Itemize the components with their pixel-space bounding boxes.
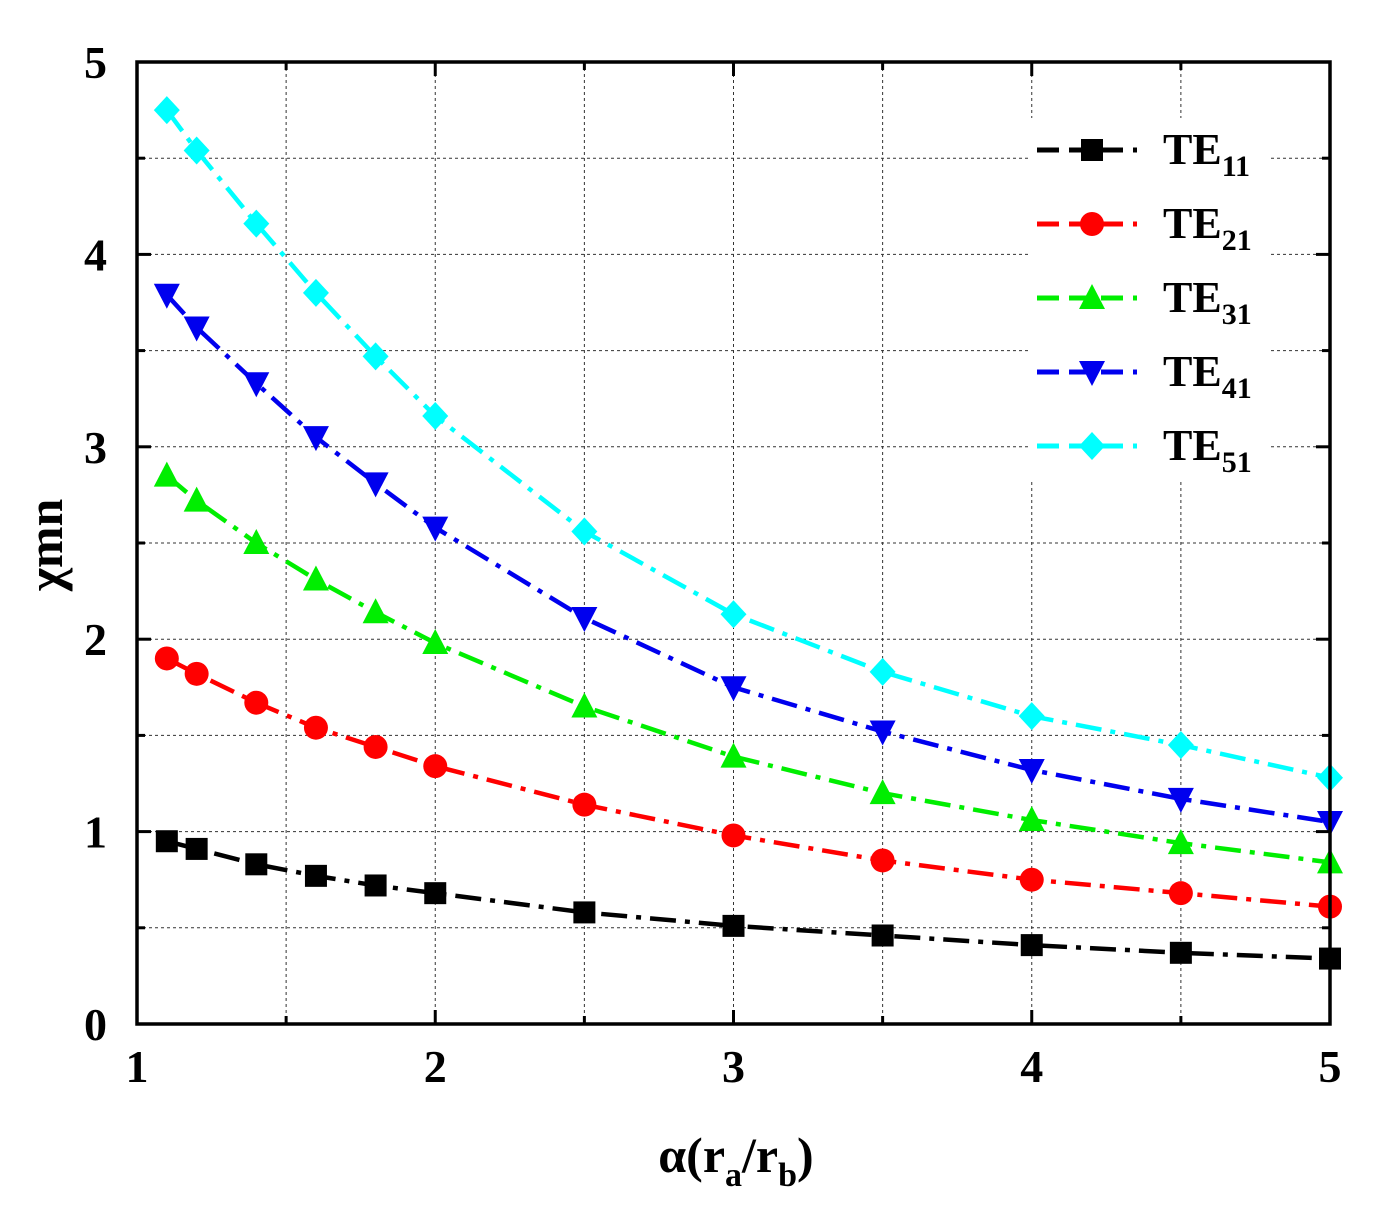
data-point-te31 <box>362 598 389 624</box>
data-point-te41 <box>571 607 598 633</box>
data-point-te31 <box>720 742 747 768</box>
data-point-te31 <box>571 692 598 718</box>
data-point-te11 <box>185 837 208 860</box>
data-point-te51 <box>1018 702 1045 731</box>
series-layer <box>153 96 1343 970</box>
x-axis-label: α(ra/rb) <box>658 1127 813 1194</box>
data-point-te31 <box>1167 829 1194 855</box>
data-point-te21 <box>870 848 895 873</box>
x-tick-label: 1 <box>126 1041 149 1092</box>
y-axis-label: χmn <box>17 499 73 593</box>
data-point-te31 <box>243 529 270 554</box>
data-point-te41 <box>1018 759 1045 785</box>
legend-marker <box>1081 139 1103 161</box>
y-tick-label: 1 <box>84 807 107 858</box>
legend-marker <box>1079 284 1105 309</box>
data-point-te51 <box>869 657 896 686</box>
data-point-te31 <box>869 779 896 805</box>
data-point-te11 <box>245 853 268 876</box>
x-tick-label: 4 <box>1020 1041 1043 1092</box>
data-point-te51 <box>183 136 210 165</box>
y-tick-label: 3 <box>84 422 107 473</box>
data-point-te21 <box>1168 881 1193 906</box>
data-point-te11 <box>304 864 327 887</box>
data-point-te31 <box>153 461 180 487</box>
data-point-te31 <box>183 486 210 512</box>
y-tick-label: 0 <box>84 999 107 1050</box>
data-point-te31 <box>302 565 329 591</box>
legend-marker <box>1079 361 1105 386</box>
data-point-te11 <box>1020 934 1043 957</box>
legend-label: TE21 <box>1163 199 1252 257</box>
data-point-te51 <box>243 209 270 238</box>
legend-item-te51: TE51 <box>1037 421 1252 479</box>
legend-label: TE11 <box>1163 125 1250 183</box>
data-point-te41 <box>362 472 389 498</box>
data-point-te51 <box>1167 731 1194 760</box>
legend: TE11 TE21 TE31 TE41 TE51 <box>1030 118 1270 480</box>
data-point-te21 <box>423 754 448 779</box>
data-point-te51 <box>302 278 329 307</box>
data-point-te11 <box>1169 941 1192 964</box>
data-point-te31 <box>422 629 449 655</box>
data-point-te41 <box>720 676 747 702</box>
data-point-te21 <box>154 646 179 671</box>
data-point-te11 <box>364 874 387 897</box>
data-point-te31 <box>1018 806 1045 832</box>
legend-item-te11: TE11 <box>1037 125 1250 183</box>
data-point-te51 <box>422 402 449 431</box>
series-line-te51 <box>165 108 1331 780</box>
y-tick-label: 4 <box>84 229 107 280</box>
legend-label: TE51 <box>1163 421 1252 479</box>
series-te21 <box>154 646 1342 919</box>
data-point-te21 <box>244 690 269 715</box>
data-point-te21 <box>1019 867 1044 892</box>
data-point-te41 <box>153 283 180 309</box>
data-point-te51 <box>362 342 389 371</box>
data-point-te11 <box>155 830 178 853</box>
series-te41 <box>153 283 1343 836</box>
data-point-te41 <box>183 316 210 342</box>
data-point-te41 <box>1167 787 1194 813</box>
series-te11 <box>155 830 1341 970</box>
data-point-te21 <box>572 792 597 817</box>
data-point-te41 <box>869 720 896 746</box>
data-point-te11 <box>871 924 894 947</box>
legend-marker <box>1079 432 1105 460</box>
data-point-te21 <box>303 715 328 740</box>
legend-item-te31: TE31 <box>1037 273 1252 331</box>
data-point-te51 <box>720 600 747 629</box>
data-point-te51 <box>153 96 180 125</box>
grid <box>137 62 1330 1024</box>
x-tick-label: 5 <box>1319 1041 1342 1092</box>
series-te51 <box>153 96 1343 792</box>
data-point-te11 <box>424 882 447 905</box>
legend-marker <box>1080 212 1104 236</box>
legend-label: TE41 <box>1163 347 1252 405</box>
data-point-te11 <box>573 901 596 924</box>
data-point-te11 <box>722 914 745 937</box>
x-tick-label: 3 <box>722 1041 745 1092</box>
series-line-te11 <box>166 839 1331 961</box>
x-tick-label: 2 <box>424 1041 447 1092</box>
legend-item-te21: TE21 <box>1037 199 1252 257</box>
y-tick-label: 2 <box>84 614 107 665</box>
legend-label: TE31 <box>1163 273 1252 331</box>
data-point-te51 <box>571 517 598 546</box>
y-tick-label: 5 <box>84 37 107 88</box>
legend-item-te41: TE41 <box>1037 347 1252 405</box>
data-point-te41 <box>243 372 270 398</box>
data-point-te41 <box>302 426 329 452</box>
data-point-te21 <box>363 734 388 759</box>
data-point-te41 <box>422 516 449 542</box>
series-line-te31 <box>165 473 1331 865</box>
data-point-te21 <box>721 823 746 848</box>
data-point-te21 <box>184 661 209 686</box>
